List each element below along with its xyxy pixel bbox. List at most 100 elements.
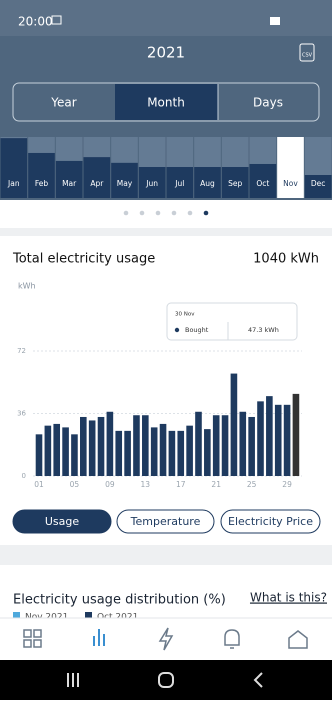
month-bar	[111, 162, 138, 198]
y-tick-label: 0	[22, 472, 26, 480]
page-dot	[155, 210, 161, 216]
bar[interactable]	[266, 396, 273, 476]
x-tick-label: 09	[105, 480, 115, 489]
status-icon	[51, 15, 62, 25]
month-label: Dec	[311, 179, 326, 188]
tab-label[interactable]: Month	[147, 96, 185, 110]
bar[interactable]	[292, 393, 300, 476]
separator	[0, 228, 332, 236]
bar[interactable]	[88, 420, 96, 476]
bar[interactable]	[71, 434, 78, 476]
nav-power[interactable]	[158, 627, 174, 651]
y-tick-label: 36	[17, 410, 26, 418]
bar[interactable]	[150, 427, 158, 476]
bar[interactable]	[62, 427, 69, 476]
month-label: Oct	[256, 179, 269, 188]
legend-swatch	[85, 612, 92, 619]
month-column[interactable]	[277, 137, 304, 198]
bar[interactable]	[212, 415, 220, 476]
nav-alerts[interactable]	[224, 629, 240, 649]
tooltip-value: 47.3 kWh	[248, 326, 279, 334]
system-buttons	[67, 672, 263, 688]
bar[interactable]	[168, 430, 176, 476]
page-dot	[171, 210, 177, 216]
year-title: 2021	[147, 44, 185, 62]
system-nav	[0, 660, 332, 700]
bar[interactable]	[186, 425, 193, 476]
nav-home[interactable]	[23, 629, 42, 648]
toggle-label: Temperature	[130, 515, 201, 528]
export-label: CSV	[302, 53, 313, 59]
x-tick-label: 05	[70, 480, 80, 489]
page-dot	[123, 210, 129, 216]
bar[interactable]	[204, 429, 211, 476]
month-label: Aug	[200, 179, 215, 188]
month-bar	[249, 163, 277, 198]
bar[interactable]	[142, 415, 149, 476]
bar[interactable]	[80, 416, 87, 476]
month-bar	[194, 167, 221, 198]
bar[interactable]	[283, 404, 291, 476]
bar[interactable]	[239, 411, 247, 476]
bar[interactable]	[177, 430, 185, 476]
bar[interactable]	[124, 430, 131, 476]
bar[interactable]	[230, 373, 238, 476]
bar[interactable]	[106, 411, 114, 476]
month-label: Feb	[35, 179, 49, 188]
bar[interactable]	[159, 423, 167, 476]
bar[interactable]	[274, 404, 282, 476]
page-dot	[203, 210, 209, 216]
nav-usage[interactable]	[93, 629, 105, 646]
toggle-label: Usage	[45, 515, 80, 528]
toggle-button[interactable]	[116, 509, 215, 534]
help-link[interactable]: What is this?	[250, 591, 327, 605]
legend-swatch	[13, 612, 20, 619]
tab-selected	[115, 84, 218, 120]
chart-title: Total electricity usage	[12, 252, 155, 267]
month-bar	[166, 167, 194, 198]
toggle-button[interactable]	[220, 509, 321, 534]
toggle-button[interactable]	[12, 509, 112, 534]
bar[interactable]	[115, 430, 123, 476]
time: 20:00	[18, 15, 53, 29]
nav-device[interactable]	[288, 630, 308, 649]
tooltip-date: 30 Nov	[175, 312, 195, 318]
distribution-title: Electricity usage distribution (%)	[13, 593, 226, 608]
y-tick-label: 72	[17, 347, 26, 355]
month-label-bg	[304, 175, 332, 198]
y-axis-label: kWh	[18, 282, 36, 291]
month-label: May	[117, 179, 133, 188]
month-bar	[221, 167, 249, 198]
month-label: Apr	[90, 179, 104, 188]
x-tick-label: 25	[247, 480, 257, 489]
month-bar	[138, 167, 166, 198]
bar[interactable]	[97, 416, 105, 476]
bar[interactable]	[133, 415, 140, 476]
total-value: 1040 kWh	[253, 252, 319, 267]
bottom-nav	[0, 618, 332, 660]
tooltip	[166, 302, 298, 341]
month-label: Nov	[283, 179, 298, 188]
month-bar	[55, 160, 83, 198]
month-bar	[28, 152, 55, 198]
bar[interactable]	[248, 416, 255, 476]
bar[interactable]	[257, 401, 264, 476]
bar[interactable]	[53, 423, 61, 476]
export-button[interactable]	[299, 43, 315, 62]
tab-label[interactable]: Days	[253, 96, 283, 110]
battery-icon	[270, 17, 280, 25]
bar[interactable]	[221, 415, 229, 476]
x-tick-label: 17	[176, 480, 186, 489]
bar[interactable]	[35, 434, 43, 476]
bar[interactable]	[44, 425, 52, 476]
month-label: Mar	[62, 179, 77, 188]
bar[interactable]	[195, 411, 202, 476]
page-dot	[187, 210, 193, 216]
month-label: Jul	[174, 179, 184, 188]
month-label: Sep	[228, 179, 242, 188]
month-bar	[83, 157, 111, 198]
toggle-label: Electricity Price	[228, 515, 313, 528]
tab-label[interactable]: Year	[50, 96, 76, 110]
x-tick-label: 29	[282, 480, 292, 489]
